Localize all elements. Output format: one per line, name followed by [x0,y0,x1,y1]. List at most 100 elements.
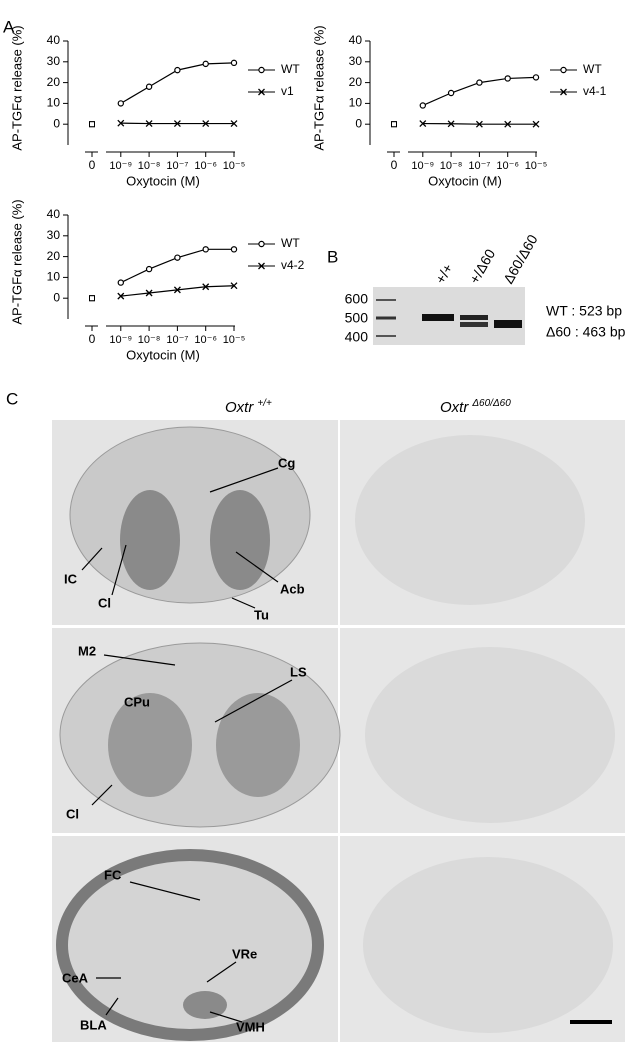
genotype: Δ60/Δ60 [471,398,511,409]
band [460,322,488,327]
point [560,88,567,96]
marker-label: 400 [345,329,369,345]
legend-label: WT [281,236,300,250]
y-axis-label: AP-TGFα release (%) [9,25,24,150]
panel-label: A [3,17,15,36]
region-label: Tu [254,607,269,622]
brain-section [69,426,311,604]
y-tick-label: 20 [47,75,61,89]
region-label: Acb [280,581,305,596]
brain-region [210,490,270,590]
x-tick-label: 0 [89,158,96,172]
point [117,279,124,286]
point [145,83,153,90]
point [447,120,455,128]
point [230,282,238,290]
point [173,120,181,128]
point [117,292,125,300]
genotype: +/+ [257,398,272,409]
brain-region [120,490,180,590]
column-header: Oxtr +/+ [225,398,272,416]
y-tick-label: 10 [47,96,61,110]
marker-label: 600 [345,291,369,307]
x-tick-label: 10⁻⁷ [468,160,490,172]
chart: 0 10 20 30 40 AP-TGFα release (%) 0 10⁻⁹ 10⁻⁸ 10⁻… [311,25,606,188]
band-label: Δ60 : 463 bp [546,324,626,340]
y-tick-label: 20 [349,75,363,89]
point [202,283,210,291]
y-tick-label: 0 [53,116,60,130]
point [202,246,209,253]
y-axis-label: AP-TGFα release (%) [9,199,24,324]
region-label: Cg [278,455,295,470]
x-tick-label: 10⁻⁹ [109,334,132,346]
x-tick-label: 10⁻⁸ [138,160,161,172]
point [258,240,265,248]
region-label: CPu [124,694,150,709]
lane-label: +/Δ60 [466,246,498,286]
series-line [120,248,234,284]
band-label: WT : 523 bp [546,303,622,319]
point [173,286,181,294]
y-tick-label: 20 [47,249,61,263]
point [560,66,567,74]
point [230,120,238,128]
y-tick-label: 40 [349,33,363,47]
point [117,100,124,107]
point [89,295,95,302]
point [117,119,125,127]
region-label: VMH [236,1019,265,1034]
band [422,314,454,321]
brain-section [365,647,615,823]
panel-label: C [6,389,18,408]
point [475,120,483,128]
region-label: IC [64,571,78,586]
x-axis-label: Oxytocin (M) [126,173,200,188]
region-label: CeA [62,970,89,985]
point [145,289,153,297]
point [89,121,95,128]
region-label: BLA [80,1017,107,1032]
brain-region [183,991,227,1019]
y-tick-label: 30 [47,228,61,242]
point [202,60,209,68]
panel-label: B [327,247,338,266]
point [504,75,511,82]
x-tick-label: 10⁻⁹ [411,160,434,172]
x-axis-label: Oxytocin (M) [428,173,502,188]
legend-label: v1 [281,84,294,98]
point [145,265,153,273]
series-line [120,285,235,297]
legend-label: WT [281,62,300,76]
lane-label: Δ60/Δ60 [500,232,541,287]
point [504,120,512,128]
lane-label: +/+ [432,261,456,287]
x-tick-label: 10⁻⁹ [109,160,132,172]
band [494,320,522,328]
x-tick-label: 0 [89,332,96,346]
point [174,254,181,261]
point [447,89,455,97]
region-label: Cl [66,806,79,821]
y-axis-label: AP-TGFα release (%) [311,25,326,150]
brain-region [108,693,192,797]
gel: 600 500 400 +/+ +/Δ60 Δ60/Δ60 WT : 523 b… [345,232,626,345]
point [145,120,153,128]
x-tick-label: 0 [391,158,398,172]
brain-section [355,435,585,605]
y-tick-label: 10 [349,96,363,110]
x-tick-label: 10⁻⁶ [496,160,519,172]
region-label: FC [104,867,122,882]
x-tick-label: 10⁻⁶ [194,160,217,172]
point [419,120,427,128]
legend-label: v4-1 [583,84,607,98]
gene: Oxtr [225,399,254,416]
chart: 0 10 20 30 40 AP-TGFα release (%) 0 10⁻⁹ 10⁻⁸ 10⁻… [9,199,304,362]
gene: Oxtr [440,399,469,416]
brain-section [363,857,613,1033]
point [258,88,265,96]
point [419,102,426,109]
point [230,59,238,67]
point [174,66,181,74]
